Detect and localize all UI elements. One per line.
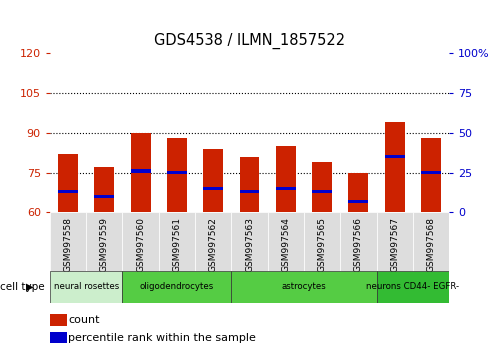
Text: cell type: cell type — [0, 282, 45, 292]
Bar — [240, 190, 259, 193]
Bar — [159, 212, 195, 271]
Text: percentile rank within the sample: percentile rank within the sample — [68, 333, 256, 343]
Bar — [377, 212, 413, 271]
Bar — [312, 190, 332, 193]
Text: GSM997558: GSM997558 — [63, 217, 72, 272]
Text: ▶: ▶ — [26, 282, 34, 292]
Text: GSM997560: GSM997560 — [136, 217, 145, 272]
Text: count: count — [68, 315, 100, 325]
Bar — [94, 195, 114, 198]
Text: GSM997562: GSM997562 — [209, 217, 218, 272]
Title: GDS4538 / ILMN_1857522: GDS4538 / ILMN_1857522 — [154, 33, 345, 49]
Bar — [50, 271, 122, 303]
Bar — [377, 271, 449, 303]
Bar — [232, 212, 267, 271]
Bar — [86, 212, 122, 271]
Text: GSM997561: GSM997561 — [173, 217, 182, 272]
Bar — [267, 212, 304, 271]
Bar — [203, 187, 223, 190]
Bar — [195, 212, 232, 271]
Bar — [50, 212, 86, 271]
Bar — [58, 154, 78, 212]
Bar — [122, 212, 159, 271]
Text: GSM997559: GSM997559 — [100, 217, 109, 272]
Bar — [240, 156, 259, 212]
Text: GSM997565: GSM997565 — [317, 217, 326, 272]
Text: neural rosettes: neural rosettes — [53, 282, 119, 291]
Bar — [385, 122, 405, 212]
Bar — [348, 200, 368, 203]
Bar — [276, 146, 296, 212]
Text: astrocytes: astrocytes — [281, 282, 326, 291]
Text: GSM997567: GSM997567 — [390, 217, 399, 272]
Text: GSM997568: GSM997568 — [427, 217, 436, 272]
Bar — [312, 162, 332, 212]
Bar — [304, 212, 340, 271]
Bar — [340, 212, 377, 271]
Bar — [50, 314, 67, 326]
Bar — [167, 171, 187, 174]
Bar — [131, 169, 151, 172]
Bar — [167, 138, 187, 212]
Bar — [203, 149, 223, 212]
Text: oligodendrocytes: oligodendrocytes — [140, 282, 214, 291]
Text: GSM997563: GSM997563 — [245, 217, 254, 272]
Bar — [122, 271, 232, 303]
Bar — [385, 155, 405, 158]
Bar — [421, 171, 441, 174]
Bar — [413, 212, 449, 271]
Bar — [50, 332, 67, 343]
Bar — [421, 138, 441, 212]
Bar — [58, 190, 78, 193]
Bar — [94, 167, 114, 212]
Text: GSM997566: GSM997566 — [354, 217, 363, 272]
Bar — [232, 271, 377, 303]
Text: GSM997564: GSM997564 — [281, 217, 290, 272]
Bar — [131, 133, 151, 212]
Text: neurons CD44- EGFR-: neurons CD44- EGFR- — [366, 282, 460, 291]
Bar — [348, 172, 368, 212]
Bar — [276, 187, 296, 190]
